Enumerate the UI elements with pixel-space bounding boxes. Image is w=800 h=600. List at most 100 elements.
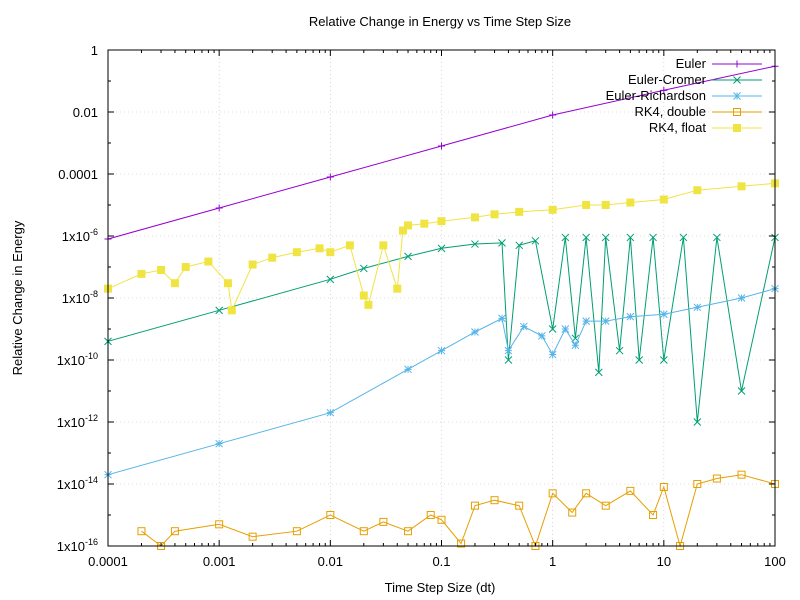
data-point-euler-cromer [504,356,513,364]
data-point-rk4-float [626,198,635,207]
data-point-euler [549,111,557,119]
data-point-rk4-double [649,511,658,519]
legend-item-rk4-float: RK4, float [649,120,762,135]
series-euler-cromer [104,233,779,426]
data-point-rk4-double [248,532,257,541]
data-point-euler-cromer [404,252,412,261]
x-tick-label: 100 [764,554,786,569]
data-point-rk4-double [693,480,702,488]
data-point-rk4-double [515,501,524,510]
data-point-euler-cromer [215,306,224,315]
data-point-euler-cromer [679,233,688,242]
data-point-euler-richardson [519,322,528,331]
data-point-rk4-float [248,260,257,269]
data-point-euler-richardson [404,365,412,374]
chart-title: Relative Change in Energy vs Time Step S… [309,14,571,29]
data-point-euler-cromer [615,346,624,355]
data-point-euler-cromer [471,240,479,248]
data-point-rk4-double [170,527,179,536]
data-point-euler-cromer [561,233,570,242]
data-point-rk4-float [268,253,277,262]
data-point-rk4-float [601,201,610,209]
legend-label: Euler-Cromer [628,72,707,87]
data-point-euler-cromer [531,236,540,245]
data-point-euler-cromer [693,418,702,426]
legend-swatch-marker [733,108,741,116]
data-point-euler-cromer [601,233,610,242]
legend-swatch-marker [733,60,741,68]
data-point-rk4-double [490,496,499,505]
data-point-rk4-float [693,186,702,195]
data-point-euler-cromer [582,233,590,242]
data-point-euler [215,204,223,212]
data-point-euler-cromer [626,233,635,242]
data-point-euler-cromer [635,356,644,364]
y-tick-label: 1x10-6 [62,227,98,244]
y-tick-label: 0.01 [73,105,98,120]
data-point-euler-richardson [582,317,590,325]
data-point-rk4-float [515,207,524,216]
data-point-rk4-float [420,219,429,228]
legend-item-euler: Euler [676,56,762,71]
data-point-rk4-float [582,201,591,209]
data-point-rk4-float [204,257,213,266]
data-point-rk4-double [659,483,668,492]
data-point-euler-cromer [498,239,506,247]
series-line-rk4-double [141,474,776,548]
data-point-euler-cromer [359,264,368,273]
data-point-euler-richardson [437,346,446,355]
data-point-rk4-float [326,248,335,257]
data-point-euler-richardson [326,408,335,417]
y-tick-label: 1x10-12 [57,413,98,430]
legend-item-euler-cromer: Euler-Cromer [628,72,762,87]
x-tick-label: 1 [549,554,556,569]
data-point-euler [326,173,334,181]
data-point-rk4-double [582,489,591,498]
y-tick-label: 1 [91,43,98,58]
data-point-rk4-float [364,300,373,309]
data-point-euler-richardson [601,317,610,325]
data-point-rk4-float [227,306,236,315]
x-tick-label: 10 [657,554,671,569]
legend-item-euler-richardson: Euler-Richardson [606,88,762,103]
data-point-euler-richardson [693,303,702,312]
data-point-rk4-float [157,266,166,275]
data-point-euler-richardson [538,332,546,340]
data-point-rk4-double [326,511,335,519]
y-tick-label: 1x10-8 [62,289,98,306]
data-point-rk4-double [437,515,446,524]
data-point-euler-cromer [326,275,335,284]
legend-label: RK4, double [634,104,706,119]
data-point-rk4-double [404,527,413,536]
data-point-euler-cromer [548,325,557,333]
data-point-rk4-float [404,221,413,230]
data-point-euler-richardson [571,341,580,350]
data-point-euler-richardson [737,294,746,302]
data-point-euler-richardson [626,312,635,321]
legend-label: RK4, float [649,120,706,135]
data-point-rk4-float [181,263,190,271]
data-point-euler-cromer [594,368,603,377]
data-point-rk4-float [470,213,479,222]
x-tick-label: 0.001 [203,554,236,569]
legend-swatch-marker [733,92,741,100]
data-point-euler-richardson [659,310,668,319]
data-point-rk4-float [345,241,354,250]
data-point-rk4-double [568,508,577,517]
data-point-rk4-float [292,248,301,257]
data-point-euler-richardson [471,328,479,336]
data-point-euler-cromer [659,356,668,364]
data-point-rk4-double [137,527,146,536]
data-point-euler [660,86,668,94]
data-point-rk4-double [379,517,388,526]
data-point-rk4-float [137,269,146,278]
data-point-euler-cromer [737,387,746,395]
y-axis-label: Relative Change in Energy [10,220,25,375]
data-point-euler-cromer [713,233,721,242]
y-tick-label: 1x10-10 [57,351,98,368]
data-point-rk4-float [170,279,179,288]
y-tick-label: 1x10-14 [57,475,98,492]
